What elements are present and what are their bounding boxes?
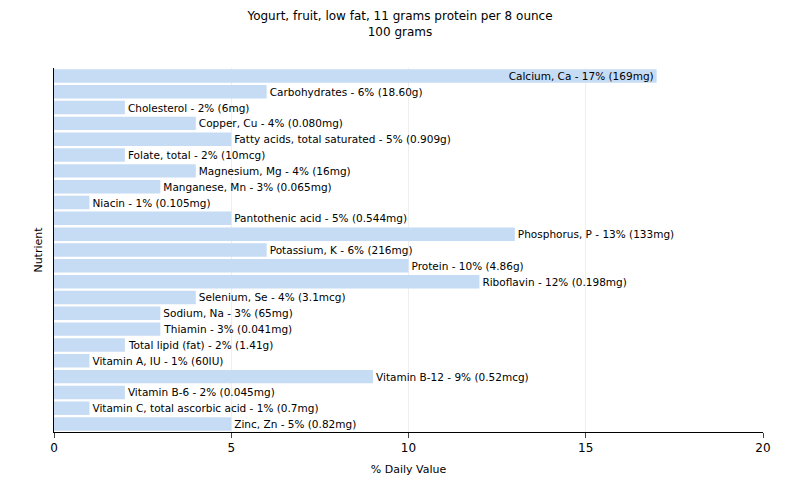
svg-text:Carbohydrates - 6% (18.60g): Carbohydrates - 6% (18.60g) [270,86,423,98]
svg-text:Vitamin B-6 - 2% (0.045mg): Vitamin B-6 - 2% (0.045mg) [128,386,275,398]
svg-text:Protein - 10% (4.86g): Protein - 10% (4.86g) [412,260,524,272]
svg-text:Cholesterol - 2% (6mg): Cholesterol - 2% (6mg) [128,102,250,114]
svg-text:Thiamin - 3% (0.041mg): Thiamin - 3% (0.041mg) [163,323,292,335]
svg-text:Selenium, Se - 4% (3.1mcg): Selenium, Se - 4% (3.1mcg) [199,291,346,303]
svg-text:Sodium, Na - 3% (65mg): Sodium, Na - 3% (65mg) [163,307,292,319]
svg-text:15: 15 [578,441,593,455]
svg-text:Yogurt, fruit, low fat, 11 gra: Yogurt, fruit, low fat, 11 grams protein… [246,9,552,39]
svg-text:Magnesium, Mg - 4% (16mg): Magnesium, Mg - 4% (16mg) [199,165,351,177]
svg-text:Calcium, Ca - 17% (169mg): Calcium, Ca - 17% (169mg) [509,70,654,82]
svg-text:Pantothenic acid - 5% (0.544mg: Pantothenic acid - 5% (0.544mg) [234,212,407,224]
svg-text:10: 10 [401,441,416,455]
svg-text:Niacin - 1% (0.105mg): Niacin - 1% (0.105mg) [92,197,210,209]
svg-text:Vitamin A, IU - 1% (60IU): Vitamin A, IU - 1% (60IU) [92,355,223,367]
svg-text:Zinc, Zn - 5% (0.82mg): Zinc, Zn - 5% (0.82mg) [234,418,356,430]
svg-text:Potassium, K - 6% (216mg): Potassium, K - 6% (216mg) [270,244,413,256]
svg-text:Fatty acids, total saturated -: Fatty acids, total saturated - 5% (0.909… [234,133,451,145]
svg-text:20: 20 [755,441,770,455]
svg-text:Vitamin B-12 - 9% (0.52mcg): Vitamin B-12 - 9% (0.52mcg) [376,371,529,383]
svg-text:5: 5 [227,441,235,455]
svg-text:Nutrient: Nutrient [32,227,45,273]
svg-text:Riboflavin - 12% (0.198mg): Riboflavin - 12% (0.198mg) [482,276,626,288]
svg-text:% Daily Value: % Daily Value [371,463,447,476]
svg-text:Total lipid (fat) - 2% (1.41g): Total lipid (fat) - 2% (1.41g) [128,339,273,351]
svg-text:Phosphorus, P - 13% (133mg): Phosphorus, P - 13% (133mg) [518,228,674,240]
svg-text:0: 0 [50,441,58,455]
svg-text:Manganese, Mn - 3% (0.065mg): Manganese, Mn - 3% (0.065mg) [163,181,331,193]
svg-text:Folate, total - 2% (10mcg): Folate, total - 2% (10mcg) [128,149,265,161]
svg-text:Vitamin C, total ascorbic acid: Vitamin C, total ascorbic acid - 1% (0.7… [92,402,318,414]
svg-text:Copper, Cu - 4% (0.080mg): Copper, Cu - 4% (0.080mg) [199,117,343,129]
